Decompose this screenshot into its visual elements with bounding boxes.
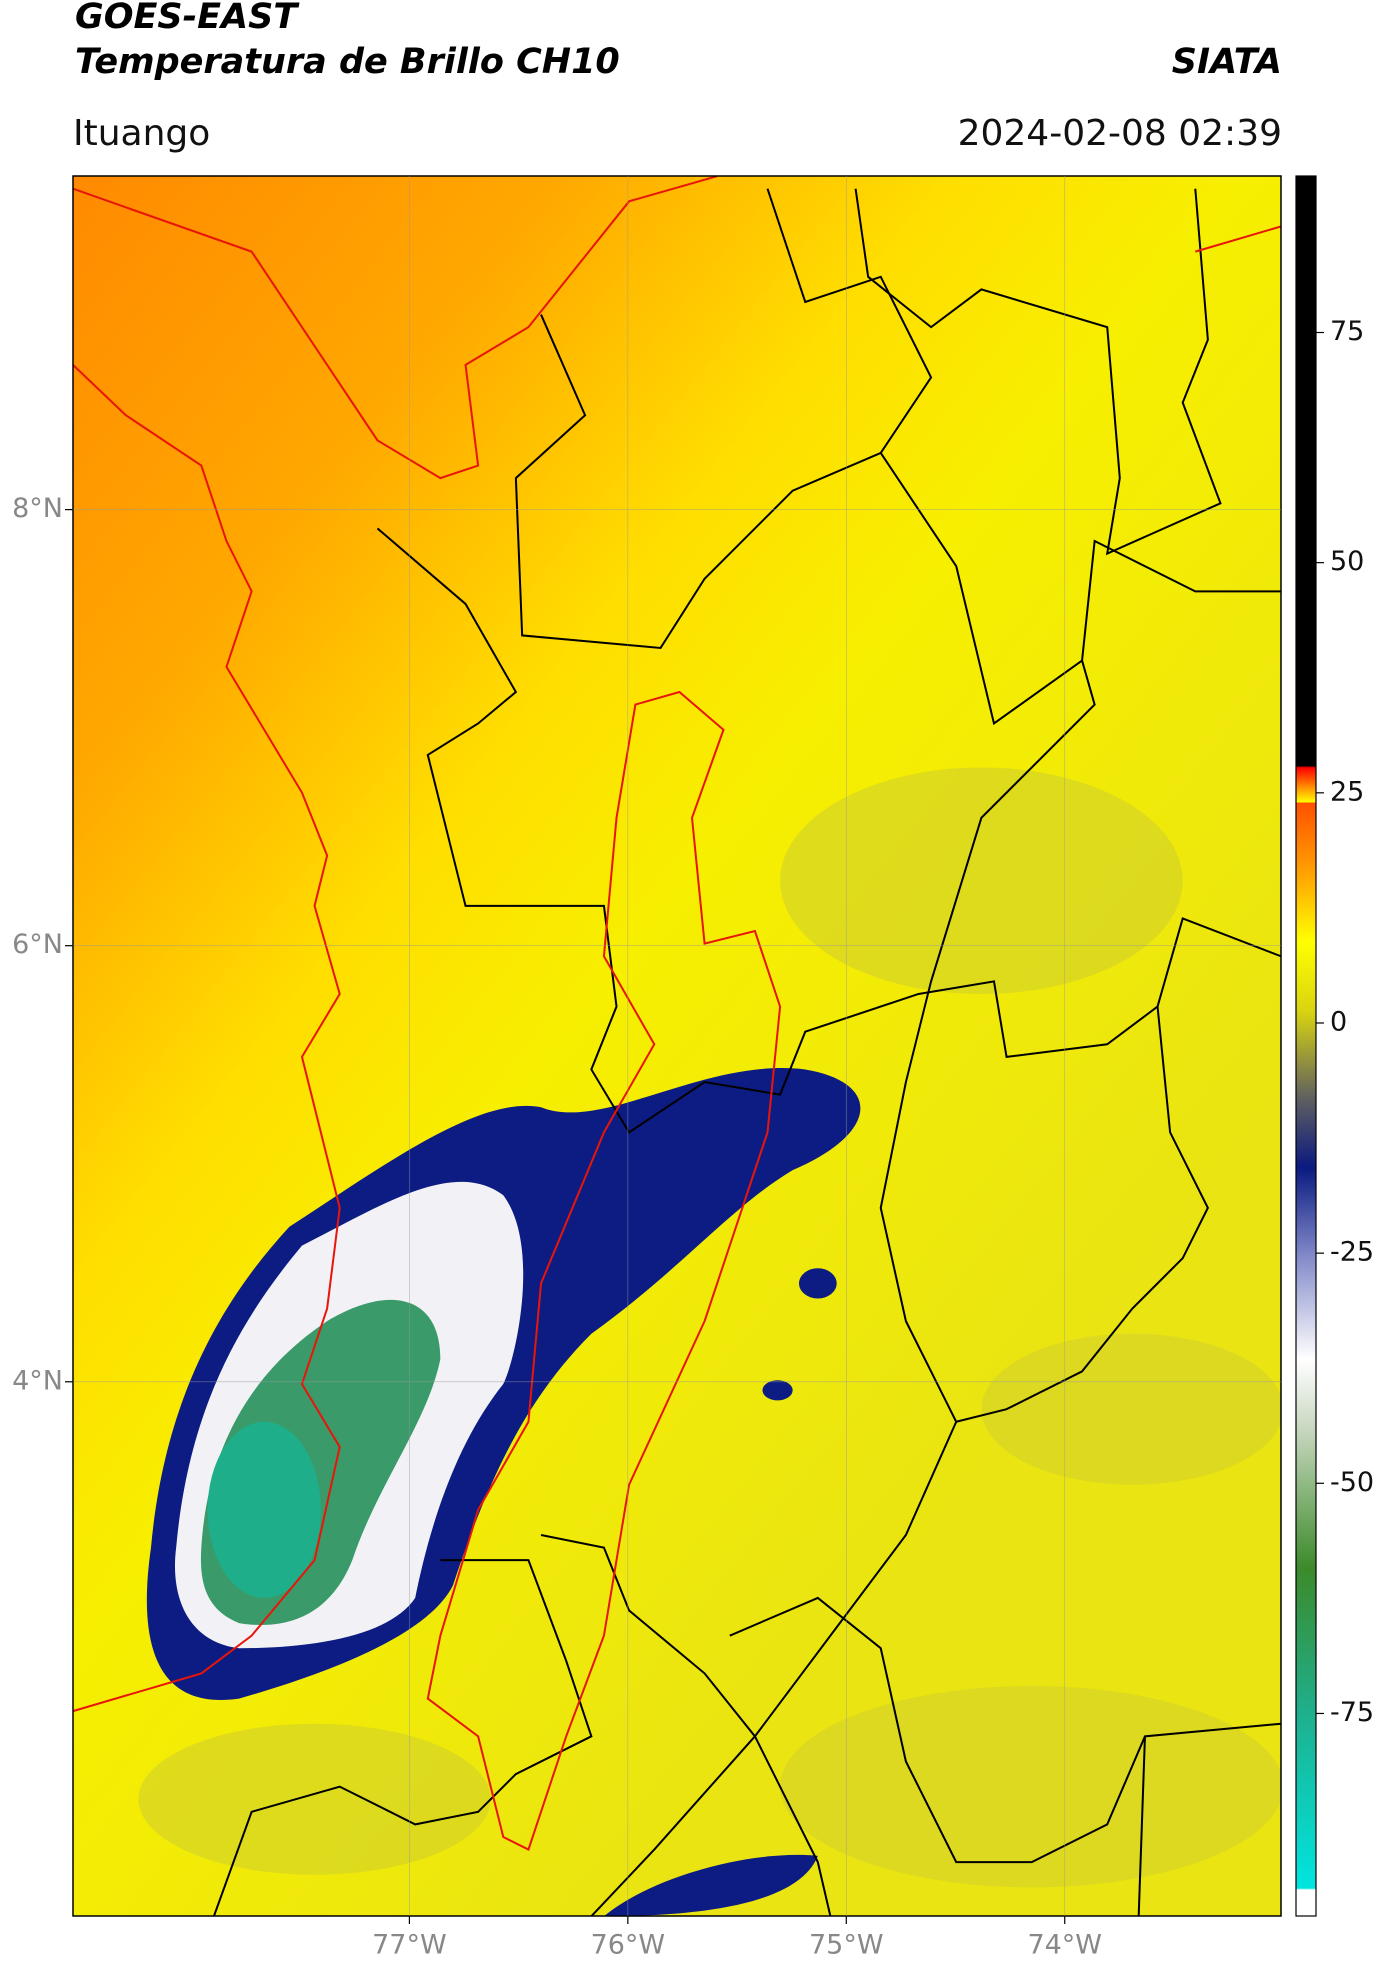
x-tick-label: 75°W	[809, 1930, 884, 1961]
x-tick-label: 76°W	[591, 1930, 666, 1961]
colorbar-tick-label: -25	[1330, 1237, 1374, 1268]
y-tick-label: 8°N	[12, 493, 63, 524]
colorbar-tick-label: -75	[1330, 1697, 1374, 1728]
x-tick-label: 77°W	[372, 1930, 447, 1961]
colorbar-tick-label: 0	[1330, 1006, 1347, 1037]
map-frame	[72, 175, 1282, 1917]
colorbar-tick-label: 50	[1330, 546, 1364, 577]
datetime-label: 2024-02-08 02:39	[958, 113, 1282, 154]
colorbar	[1295, 175, 1317, 1917]
colorbar-tick-label: 25	[1330, 776, 1364, 807]
colorbar-tick-label: -50	[1330, 1467, 1374, 1498]
product-title: Temperatura de Brillo CH10	[75, 42, 620, 82]
map-image	[72, 176, 1281, 1917]
location-label: Ituango	[73, 113, 210, 154]
x-tick-label: 74°W	[1027, 1930, 1102, 1961]
satellite-title: GOES-EAST	[75, 0, 300, 37]
colorbar-tick-label: 75	[1330, 316, 1364, 347]
y-tick-label: 4°N	[12, 1365, 63, 1396]
agency-label: SIATA	[1172, 42, 1282, 82]
y-tick-label: 6°N	[12, 929, 63, 960]
